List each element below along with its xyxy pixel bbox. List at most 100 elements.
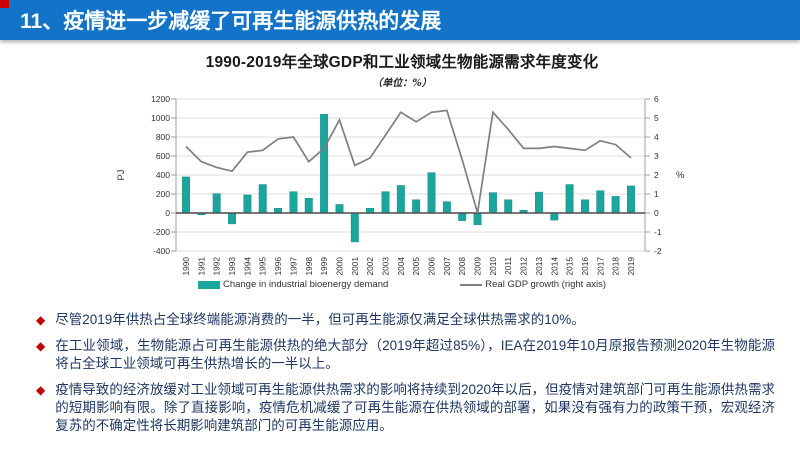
- bioenergy-demand-bar: [534, 191, 543, 214]
- left-axis-tick-label: 0: [165, 208, 170, 218]
- x-axis-year-label: 2001: [350, 257, 360, 276]
- bioenergy-demand-bar: [458, 212, 467, 221]
- left-axis-tick-label: -400: [153, 246, 170, 256]
- bioenergy-demand-bar: [565, 184, 574, 214]
- legend-label-bars: Change in industrial bioenergy demand: [222, 279, 389, 290]
- bar-series-swatch: [197, 280, 220, 289]
- x-axis-year-label: 1997: [288, 257, 298, 276]
- x-axis-year-label: 2004: [396, 257, 406, 276]
- x-axis-year-label: 1992: [212, 257, 222, 276]
- right-axis-tick-label: 5: [654, 113, 659, 123]
- bioenergy-demand-bar: [243, 194, 252, 214]
- x-axis-year-label: 2011: [503, 257, 513, 275]
- bullet-text: 疫情导致的经济放缓对工业领域可再生能源供热需求的影响将持续到2020年以后，但疫…: [55, 381, 775, 433]
- chart-legend: Change in industrial bioenergy demand Re…: [98, 279, 706, 290]
- x-axis-year-label: 2015: [565, 257, 575, 276]
- slide-title: 11、疫情进一步减缓了可再生能源供热的发展: [20, 10, 442, 33]
- bioenergy-demand-bar: [182, 176, 190, 214]
- bioenergy-demand-bar: [412, 199, 421, 214]
- left-axis-tick-label: 600: [156, 151, 170, 161]
- chart-subtitle: （单位：%）: [372, 78, 432, 89]
- x-axis-year-label: 2005: [411, 257, 421, 276]
- bullet-text: 在工业领域，生物能源占可再生能源供热的绝大部分（2019年超过85%），IEA在…: [55, 338, 775, 371]
- x-axis-year-label: 1996: [273, 257, 283, 276]
- right-axis-unit-label: %: [676, 170, 685, 181]
- x-axis-year-label: 1994: [242, 257, 252, 276]
- legend-item-bars: Change in industrial bioenergy demand: [197, 279, 389, 290]
- right-axis-tick-label: 6: [654, 94, 659, 104]
- bioenergy-demand-bar: [212, 193, 221, 214]
- x-axis-year-label: 2014: [549, 257, 559, 276]
- diamond-bullet-icon: ◆: [36, 313, 46, 327]
- bullet-list: ◆ 尽管2019年供热占全球终端能源消费的一半，但可再生能源仅满足全球供热需求的…: [36, 311, 775, 443]
- bioenergy-demand-bar: [611, 196, 620, 214]
- bullet-text: 尽管2019年供热占全球终端能源消费的一半，但可再生能源仅满足全球供热需求的10…: [55, 312, 585, 327]
- corner-square-decoration: [0, 0, 9, 8]
- x-axis-year-label: 1993: [227, 257, 237, 276]
- bullet-item: ◆ 在工业领域，生物能源占可再生能源供热的绝大部分（2019年超过85%），IE…: [36, 337, 775, 373]
- line-series-swatch: [460, 283, 483, 286]
- x-axis-year-label: 1990: [181, 257, 191, 276]
- bioenergy-demand-bar: [627, 185, 635, 214]
- right-axis-tick-label: 0: [654, 208, 659, 218]
- bioenergy-demand-bar: [335, 204, 344, 214]
- x-axis-year-label: 2017: [595, 257, 605, 276]
- left-axis-unit-label: PJ: [116, 169, 127, 180]
- x-axis-year-label: 2019: [626, 257, 636, 276]
- slide-header: 11、疫情进一步减缓了可再生能源供热的发展: [0, 0, 800, 40]
- x-axis-year-label: 2006: [427, 257, 437, 276]
- chart-block: 1990-2019年全球GDP和工业领域生物能源需求年度变化 （单位：%） -4…: [98, 50, 706, 290]
- bioenergy-demand-bar: [320, 114, 329, 214]
- combo-chart: -400 -200 0 200 400 600 800 1000 1200 -2 -1 0 1 2 3 4 5 6…: [116, 94, 685, 276]
- bioenergy-demand-bar: [473, 212, 482, 226]
- x-axis-year-label: 2010: [488, 257, 498, 276]
- x-axis-year-label: 2009: [473, 257, 483, 276]
- x-axis-year-label: 1998: [304, 257, 314, 276]
- right-axis-tick-label: 4: [654, 132, 659, 142]
- legend-item-line: Real GDP growth (right axis): [460, 279, 606, 290]
- x-axis-year-label: 2003: [380, 257, 390, 276]
- x-axis-year-label: 2013: [534, 257, 544, 276]
- bullet-item: ◆ 尽管2019年供热占全球终端能源消费的一半，但可再生能源仅满足全球供热需求的…: [36, 311, 775, 329]
- x-axis-year-label: 1999: [319, 257, 329, 276]
- bullet-item: ◆ 疫情导致的经济放缓对工业领域可再生能源供热需求的影响将持续到2020年以后，…: [36, 381, 775, 435]
- left-axis-tick-label: 1000: [151, 113, 170, 123]
- chart-title: 1990-2019年全球GDP和工业领域生物能源需求年度变化: [205, 54, 599, 71]
- legend-label-line: Real GDP growth (right axis): [485, 279, 607, 290]
- right-axis-tick-label: -2: [654, 246, 662, 256]
- bioenergy-demand-bar: [442, 201, 451, 214]
- right-axis-tick-label: 2: [654, 170, 659, 180]
- right-axis-tick-label: 1: [654, 189, 659, 199]
- diamond-bullet-icon: ◆: [36, 339, 46, 353]
- bioenergy-demand-bar: [427, 172, 436, 214]
- bioenergy-demand-bar: [289, 191, 298, 214]
- bioenergy-demand-bar: [581, 199, 589, 214]
- right-axis-tick-label: 3: [654, 151, 659, 161]
- bioenergy-demand-bar: [381, 191, 390, 214]
- left-axis-tick-label: 400: [156, 170, 170, 180]
- right-axis-tick-label: -1: [654, 227, 662, 237]
- x-axis-year-label: 2018: [611, 257, 621, 276]
- diamond-bullet-icon: ◆: [36, 382, 46, 397]
- gdp-growth-line: [185, 109, 632, 214]
- bioenergy-demand-bar: [228, 212, 236, 225]
- x-axis-year-label: 2007: [442, 257, 452, 276]
- x-axis-year-label: 1995: [258, 257, 268, 276]
- x-axis-year-label: 2008: [457, 257, 467, 276]
- bioenergy-demand-bar: [504, 199, 513, 214]
- left-axis-tick-label: 1200: [151, 94, 170, 104]
- bioenergy-demand-bar: [258, 184, 267, 214]
- bioenergy-demand-bar: [488, 192, 497, 214]
- x-axis-year-label: 1991: [196, 257, 206, 276]
- x-axis-year-label: 2016: [580, 257, 590, 276]
- bioenergy-demand-bar: [350, 212, 359, 243]
- x-axis-year-label: 2002: [365, 257, 375, 276]
- bioenergy-demand-bar: [550, 212, 559, 221]
- bioenergy-demand-bar: [304, 198, 313, 214]
- left-axis-tick-label: -200: [153, 227, 170, 237]
- bioenergy-demand-bar: [396, 185, 405, 214]
- bioenergy-demand-bar: [596, 190, 605, 214]
- x-axis-year-label: 2012: [519, 257, 529, 276]
- left-axis-tick-label: 200: [156, 189, 170, 199]
